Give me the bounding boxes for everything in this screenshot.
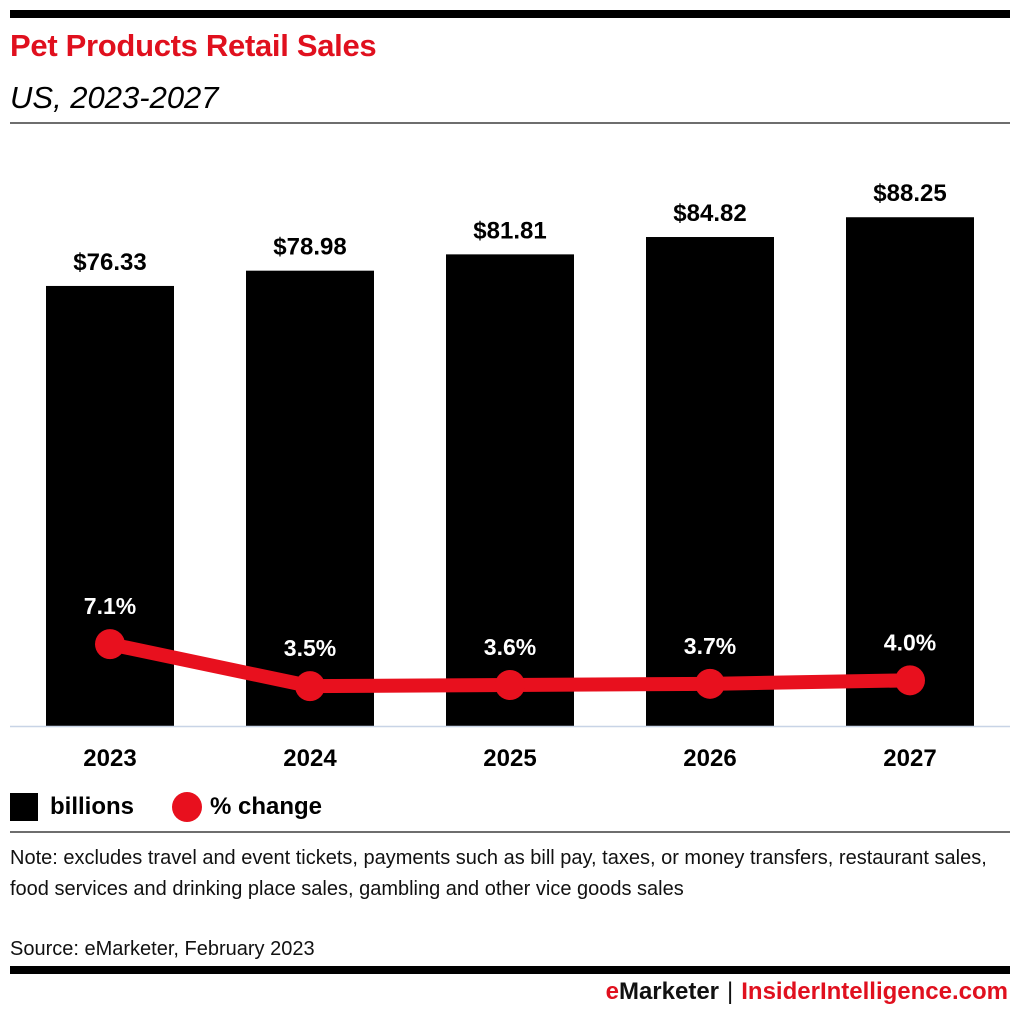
legend: billions % change — [10, 790, 322, 824]
line-value-labels: 7.1% 3.5% 3.6% 3.7% 4.0% — [84, 593, 936, 661]
brand-separator: | — [727, 978, 734, 1005]
chart-title: Pet Products Retail Sales — [10, 28, 377, 63]
chart-area: $76.33 $78.98 $81.81 $84.82 $88.25 7.1% 3.5% 3… — [10, 180, 1010, 772]
x-tick-label: 2027 — [883, 745, 936, 772]
chart-note: Note: excludes travel and event tickets,… — [10, 847, 987, 900]
x-tick-label: 2026 — [683, 745, 736, 772]
brand-marketer: Marketer — [618, 978, 720, 1005]
line-point-2023 — [95, 629, 125, 660]
line-value-label: 4.0% — [884, 629, 936, 655]
header-divider — [10, 122, 1010, 124]
line-point-2026 — [695, 668, 725, 699]
line-value-label: 3.7% — [684, 633, 736, 659]
bar-value-labels: $76.33 $78.98 $81.81 $84.82 $88.25 — [73, 180, 946, 276]
line-point-2027 — [895, 665, 925, 696]
line-value-label: 3.5% — [284, 635, 336, 661]
line-series-group — [95, 629, 925, 702]
footer-divider — [10, 831, 1010, 833]
x-tick-label: 2024 — [283, 745, 337, 772]
legend-line-swatch — [172, 792, 202, 822]
bar-2025 — [446, 254, 574, 726]
bar-2027 — [846, 217, 974, 726]
line-value-label: 3.6% — [484, 634, 536, 660]
x-axis-tick-labels: 2023 2024 2025 2026 2027 — [83, 745, 936, 772]
line-value-label: 7.1% — [84, 593, 136, 619]
bar-value-label: $76.33 — [73, 249, 146, 276]
chart-source: Source: eMarketer, February 2023 — [10, 938, 315, 960]
x-tick-label: 2023 — [83, 745, 136, 772]
legend-bar-swatch — [10, 793, 38, 821]
line-point-2024 — [295, 671, 325, 702]
bars-group — [46, 217, 974, 726]
bar-value-label: $78.98 — [273, 234, 346, 261]
legend-line-label: % change — [210, 793, 323, 820]
bar-value-label: $88.25 — [873, 180, 946, 207]
bar-value-label: $84.82 — [673, 200, 746, 227]
bar-2024 — [246, 270, 374, 726]
bottom-rule — [10, 966, 1010, 974]
brand-site-link[interactable]: InsiderIntelligence.com — [741, 978, 1008, 1005]
x-tick-label: 2025 — [483, 745, 536, 772]
brand-footer: eMarketer | InsiderIntelligence.com — [606, 978, 1008, 1006]
top-rule — [10, 10, 1010, 18]
line-point-2025 — [495, 669, 525, 700]
chart-subtitle: US, 2023-2027 — [10, 80, 219, 115]
bar-2026 — [646, 237, 774, 726]
bar-value-label: $81.81 — [473, 217, 546, 244]
brand-e: e — [605, 978, 619, 1005]
legend-bar-label: billions — [50, 793, 134, 820]
